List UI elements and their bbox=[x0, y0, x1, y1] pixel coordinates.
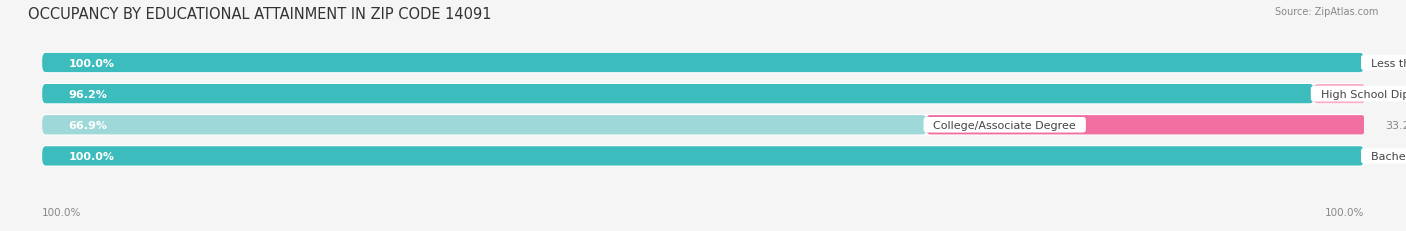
Text: Less than High School: Less than High School bbox=[1364, 58, 1406, 68]
Text: Bachelor's Degree or higher: Bachelor's Degree or higher bbox=[1364, 151, 1406, 161]
Text: 33.2%: 33.2% bbox=[1385, 120, 1406, 130]
FancyBboxPatch shape bbox=[42, 147, 1364, 166]
FancyBboxPatch shape bbox=[42, 116, 927, 135]
Text: 96.2%: 96.2% bbox=[69, 89, 107, 99]
Text: 66.9%: 66.9% bbox=[69, 120, 108, 130]
Text: High School Diploma: High School Diploma bbox=[1313, 89, 1406, 99]
Text: 100.0%: 100.0% bbox=[69, 58, 115, 68]
Text: 3.9%: 3.9% bbox=[1385, 89, 1406, 99]
FancyBboxPatch shape bbox=[1313, 85, 1365, 104]
Text: OCCUPANCY BY EDUCATIONAL ATTAINMENT IN ZIP CODE 14091: OCCUPANCY BY EDUCATIONAL ATTAINMENT IN Z… bbox=[28, 7, 492, 22]
FancyBboxPatch shape bbox=[42, 147, 1364, 166]
Text: 100.0%: 100.0% bbox=[1324, 207, 1364, 217]
Text: College/Associate Degree: College/Associate Degree bbox=[927, 120, 1083, 130]
FancyBboxPatch shape bbox=[927, 116, 1365, 135]
FancyBboxPatch shape bbox=[42, 54, 1364, 73]
Text: 100.0%: 100.0% bbox=[42, 207, 82, 217]
Text: 0.0%: 0.0% bbox=[1384, 151, 1406, 161]
FancyBboxPatch shape bbox=[42, 85, 1313, 104]
FancyBboxPatch shape bbox=[42, 85, 1364, 104]
FancyBboxPatch shape bbox=[42, 116, 1364, 135]
Text: Source: ZipAtlas.com: Source: ZipAtlas.com bbox=[1274, 7, 1378, 17]
Text: 100.0%: 100.0% bbox=[69, 151, 115, 161]
FancyBboxPatch shape bbox=[42, 54, 1364, 73]
Text: 0.0%: 0.0% bbox=[1384, 58, 1406, 68]
